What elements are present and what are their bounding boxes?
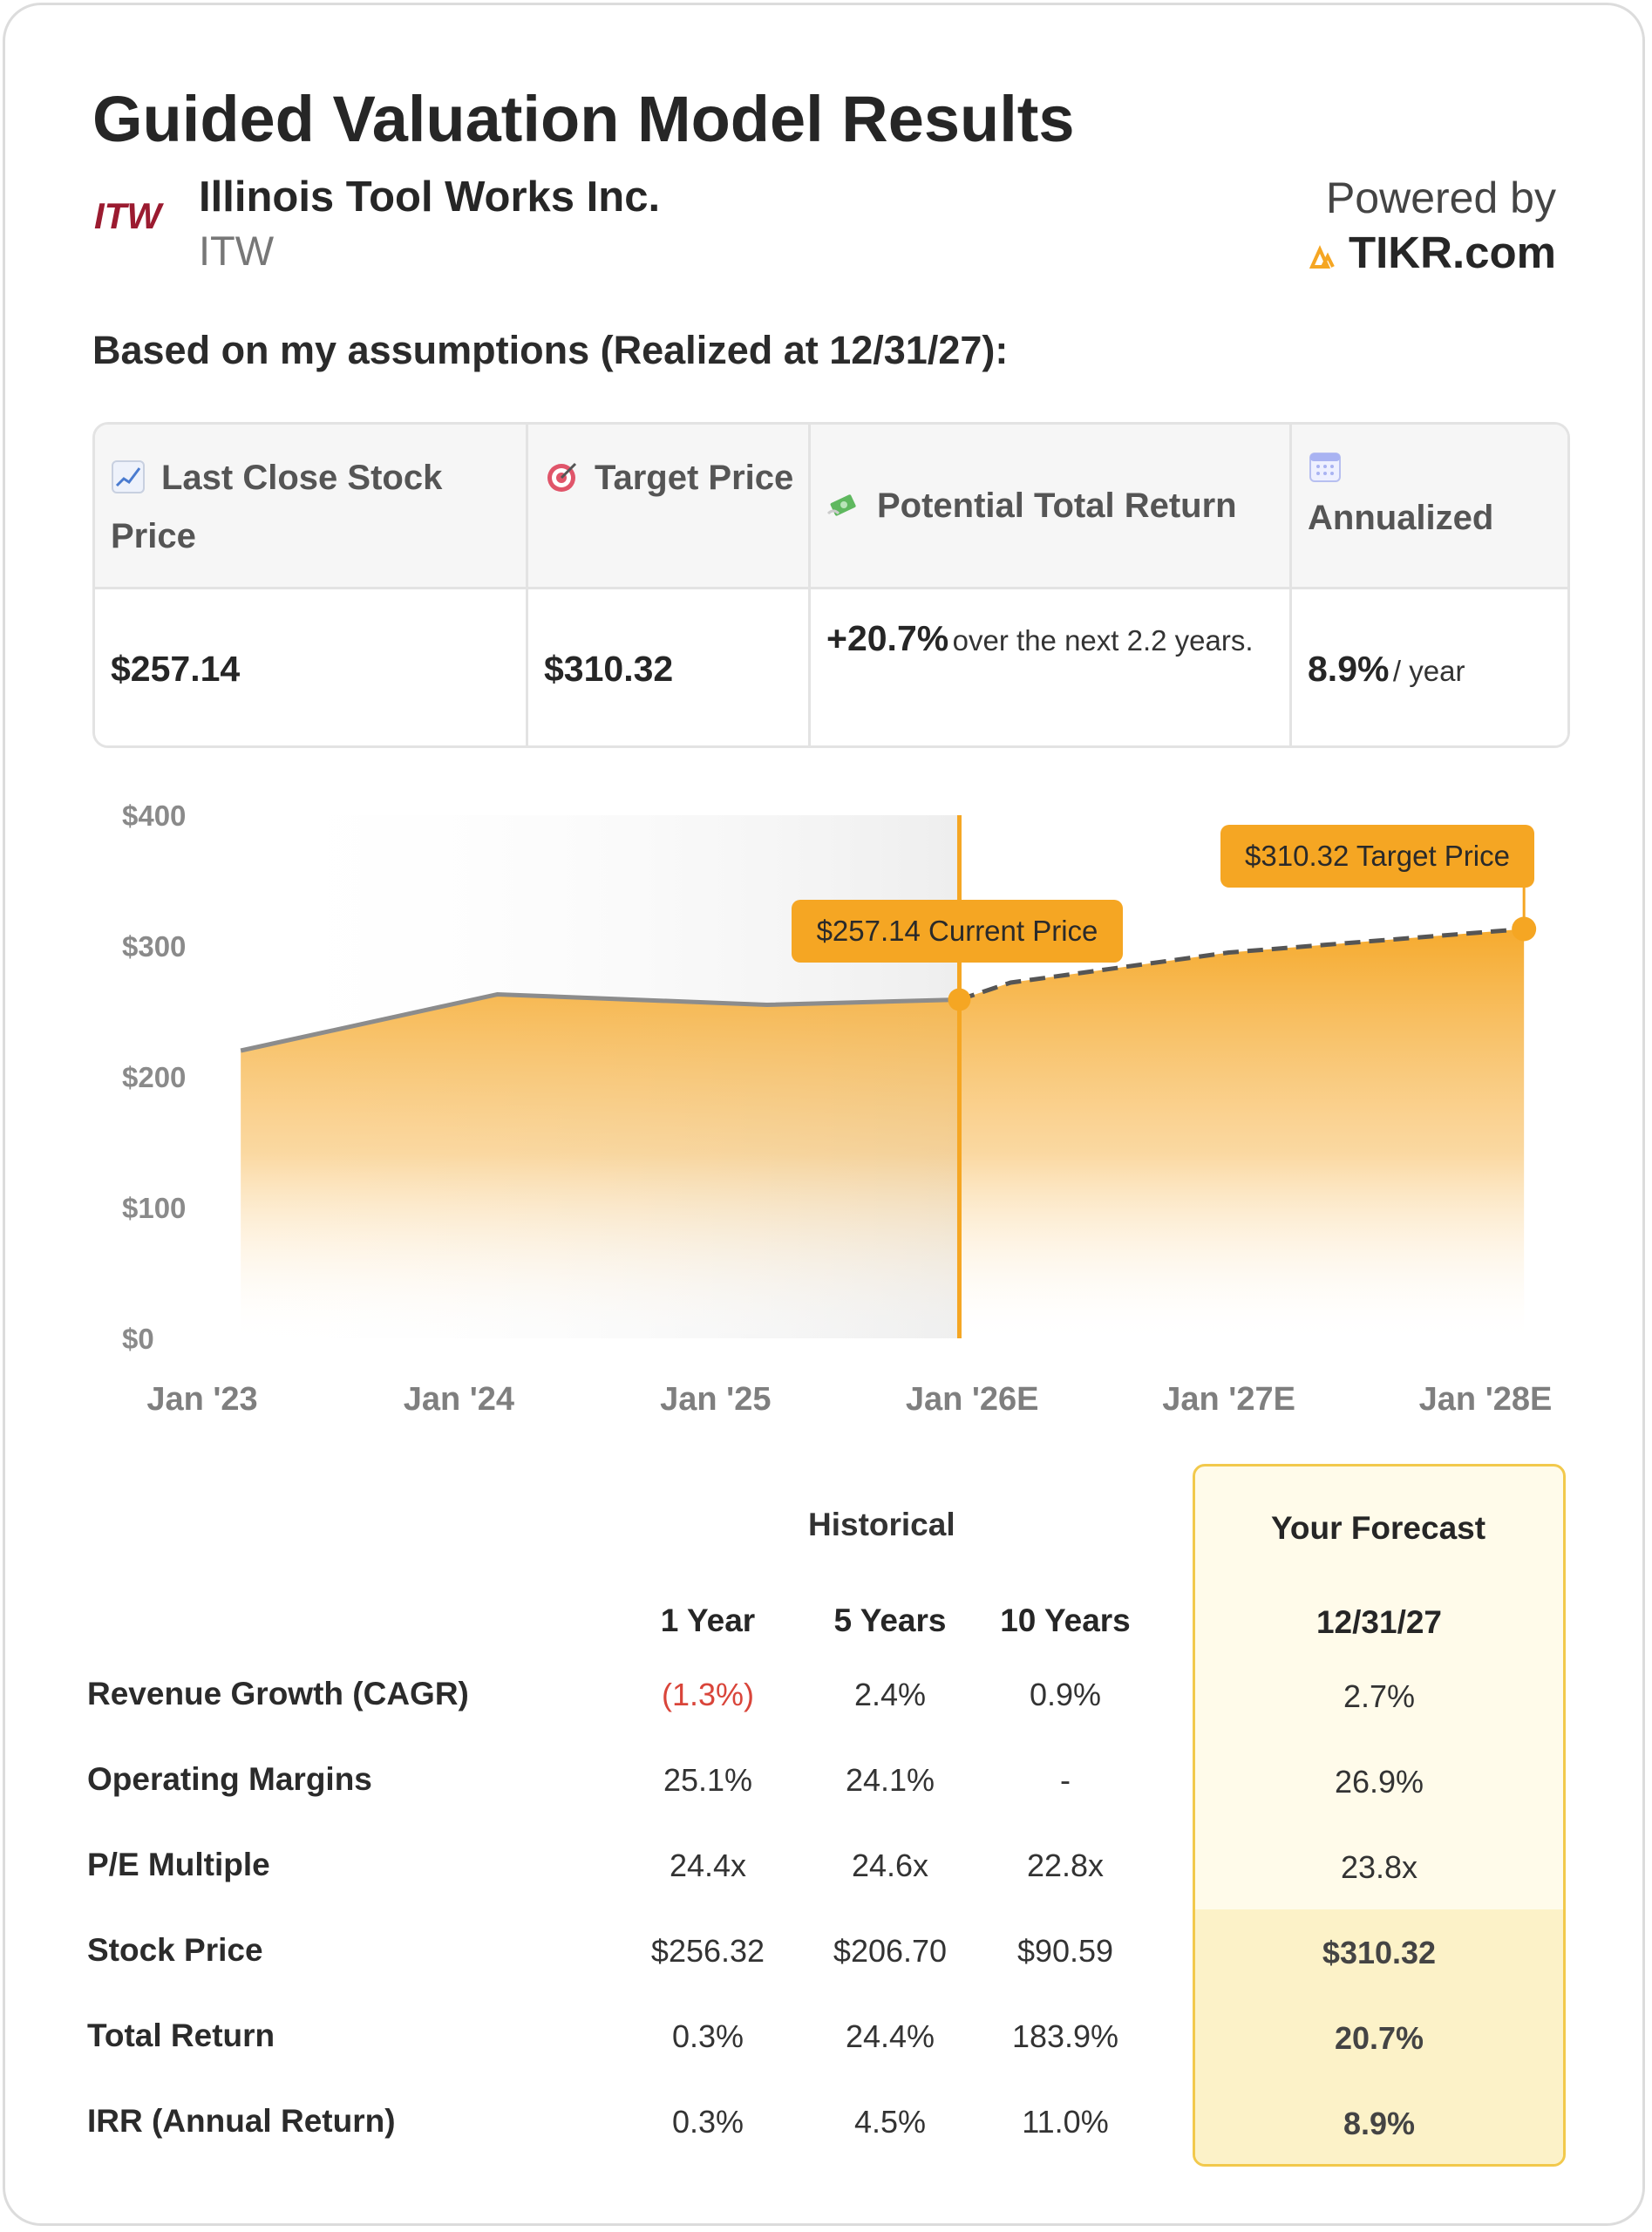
- metric-value: 11.0%: [1022, 2104, 1109, 2140]
- tikr-logo-icon: [1309, 244, 1335, 269]
- y-tick-label: $200: [122, 1061, 186, 1093]
- metric-value: 4.5%: [853, 2104, 927, 2140]
- metric-value: 183.9%: [1011, 2018, 1119, 2054]
- metric-value: 24.1%: [845, 1762, 935, 1798]
- col-5-years: 5 Years: [833, 1603, 947, 1638]
- x-tick-label: Jan '25: [660, 1381, 771, 1418]
- target-price-marker: [1512, 916, 1537, 942]
- x-tick-label: Jan '27E: [1162, 1381, 1295, 1418]
- forecast-line: [958, 927, 1525, 1002]
- target-price-callout-box: [1220, 825, 1534, 888]
- company-logo: ITW: [94, 195, 164, 235]
- col-10-years: 10 Years: [1000, 1603, 1131, 1638]
- forecast-date: 12/31/27: [1315, 1604, 1443, 1640]
- assumptions-heading: Based on my assumptions (Realized at 12/…: [92, 328, 1009, 372]
- forecast-highlight-band: [1195, 1909, 1563, 2164]
- company-logo-text: ITW: [94, 195, 164, 235]
- forecast-column-box: [1193, 1464, 1566, 2167]
- historical-title: Historical: [808, 1507, 955, 1542]
- header-target-label: Target Price: [595, 459, 794, 497]
- metric-value: 0.3%: [671, 2018, 744, 2054]
- metric-label: Revenue Growth (CAGR): [87, 1676, 469, 1711]
- current-price-marker: [948, 988, 971, 1011]
- price-chart: $0 $100 $200 $300 $400 $257.14 Current Price $…: [122, 800, 1553, 1418]
- page-title: Guided Valuation Model Results: [92, 83, 1075, 155]
- current-price-callout-label: $257.14 Current Price: [817, 915, 1098, 947]
- target-price-value: $310.32: [544, 649, 674, 689]
- metric-value: 24.6x: [851, 1848, 929, 1883]
- forecast-value: $310.32: [1322, 1935, 1437, 1970]
- y-tick-label: $100: [122, 1192, 186, 1224]
- metric-value: 24.4%: [845, 2018, 935, 2054]
- forecast-value: 23.8x: [1340, 1849, 1418, 1885]
- metric-value: -: [1060, 1762, 1071, 1798]
- current-price-callout-box: [792, 900, 1123, 963]
- company-name: Illinois Tool Works Inc.: [199, 174, 661, 221]
- money-with-wings-icon: [826, 494, 856, 516]
- metric-value: $256.32: [650, 1933, 765, 1969]
- x-tick-label: Jan '23: [146, 1381, 257, 1418]
- metric-value: 25.1%: [663, 1762, 753, 1798]
- forecast-value: 2.7%: [1343, 1678, 1416, 1714]
- forecast-value: 20.7%: [1334, 2020, 1424, 2056]
- total-return-suffix: over the next 2.2 years.: [952, 624, 1254, 657]
- brand-link[interactable]: TIKR.com: [1309, 227, 1556, 278]
- forecast-value: 8.9%: [1343, 2106, 1416, 2141]
- x-tick-label: Jan '28E: [1419, 1381, 1553, 1418]
- metric-value: (1.3%): [661, 1677, 755, 1712]
- target-price-cell: $310.32: [528, 589, 811, 745]
- metric-value: 2.4%: [853, 1677, 927, 1712]
- summary-value-row: $257.14 $310.32 +20.7% over the next 2.2…: [95, 589, 1567, 745]
- col-1-year: 1 Year: [660, 1603, 756, 1638]
- target-icon: [547, 462, 577, 492]
- total-return-cell: +20.7% over the next 2.2 years.: [811, 589, 1292, 745]
- header-last-close: Last Close Stock Price: [95, 425, 528, 587]
- powered-by-label: Powered by: [1325, 174, 1556, 222]
- header-last-close-label: Last Close Stock Price: [111, 459, 443, 555]
- header-total-return: Potential Total Return: [811, 425, 1292, 587]
- last-close-value: $257.14: [111, 649, 241, 689]
- metric-label: P/E Multiple: [87, 1847, 270, 1882]
- metric-value: $206.70: [833, 1933, 948, 1969]
- metric-value: 0.3%: [671, 2104, 744, 2140]
- metric-label: IRR (Annual Return): [87, 2103, 396, 2139]
- y-tick-label: $0: [122, 1323, 154, 1355]
- header-annualized: Annualized: [1292, 425, 1567, 587]
- metric-value: $90.59: [1016, 1933, 1114, 1969]
- x-tick-label: Jan '24: [404, 1381, 514, 1418]
- annualized-cell: 8.9% / year: [1292, 589, 1567, 745]
- brand-name: TIKR.com: [1348, 228, 1556, 277]
- calendar-icon: [1309, 453, 1341, 482]
- chart-increasing-icon: [112, 460, 145, 493]
- metric-label: Total Return: [87, 2018, 275, 2053]
- price-area: [241, 929, 1525, 1338]
- y-tick-label: $300: [122, 930, 186, 963]
- annualized-suffix: / year: [1392, 655, 1465, 687]
- y-tick-label: $400: [122, 800, 186, 832]
- annualized-value: 8.9%: [1308, 649, 1390, 689]
- metric-label: Operating Margins: [87, 1761, 372, 1797]
- forecast-value: 26.9%: [1334, 1764, 1424, 1800]
- total-return-value: +20.7%: [826, 618, 949, 658]
- header-total-return-label: Potential Total Return: [877, 487, 1237, 525]
- forecast-title: Your Forecast: [1271, 1510, 1486, 1546]
- ticker-symbol: ITW: [199, 228, 275, 274]
- historical-line: [240, 991, 960, 1053]
- x-tick-label: Jan '26E: [906, 1381, 1039, 1418]
- header-annualized-label: Annualized: [1308, 499, 1494, 537]
- last-close-cell: $257.14: [95, 589, 528, 745]
- summary-header-row: Last Close Stock Price Target Price: [95, 425, 1567, 589]
- metric-value: 0.9%: [1029, 1677, 1102, 1712]
- metric-value: 22.8x: [1026, 1848, 1105, 1883]
- summary-table: Last Close Stock Price Target Price: [92, 422, 1570, 748]
- header-target: Target Price: [528, 425, 811, 587]
- metric-label: Stock Price: [87, 1932, 263, 1968]
- target-price-callout-label: $310.32 Target Price: [1245, 840, 1510, 872]
- metric-value: 24.4x: [669, 1848, 747, 1883]
